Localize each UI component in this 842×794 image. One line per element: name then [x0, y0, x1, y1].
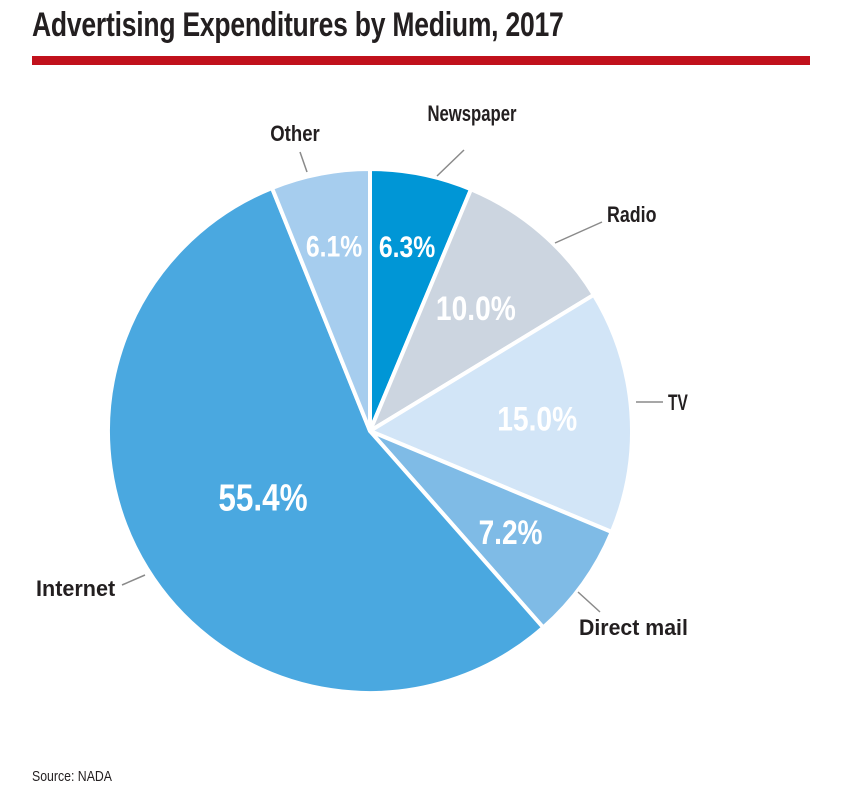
value-label-direct-mail: 7.2%: [479, 514, 543, 552]
pie-chart: 6.3%10.0% 15.0% 7.2% 55.4% 6.1% Newspaper Rad…: [36, 101, 688, 695]
leader-line-direct-mail: [577, 591, 601, 613]
chart-title: Advertising Expenditures by Medium, 2017: [32, 6, 564, 44]
value-label-radio: 10.0%: [436, 290, 516, 328]
category-label-tv: TV: [668, 390, 688, 415]
leader-line-internet: [121, 574, 146, 586]
pie-slice-internet: [106, 186, 546, 695]
category-label-radio: Radio: [607, 202, 657, 227]
category-label-newspaper: Newspaper: [427, 101, 516, 126]
category-label-direct-mail: Direct mail: [579, 615, 688, 640]
value-label-tv: 15.0%: [497, 401, 577, 439]
title-rule: [32, 56, 810, 65]
pie-slice-radio: [368, 187, 596, 433]
value-label-newspaper: 6.3%: [379, 231, 435, 264]
leader-line-newspaper: [436, 149, 465, 177]
leader-line-radio: [554, 221, 603, 244]
category-label-other: Other: [270, 121, 320, 146]
source-note: Source: NADA: [32, 768, 112, 785]
value-label-other: 6.1%: [306, 231, 362, 264]
pie-slice-other: [270, 167, 372, 433]
pie-slice-tv: [368, 292, 634, 535]
leader-line-other: [299, 151, 308, 173]
pie-slice-direct-mail: [368, 429, 614, 630]
category-label-internet: Internet: [36, 576, 116, 601]
value-label-internet: 55.4%: [218, 478, 307, 520]
